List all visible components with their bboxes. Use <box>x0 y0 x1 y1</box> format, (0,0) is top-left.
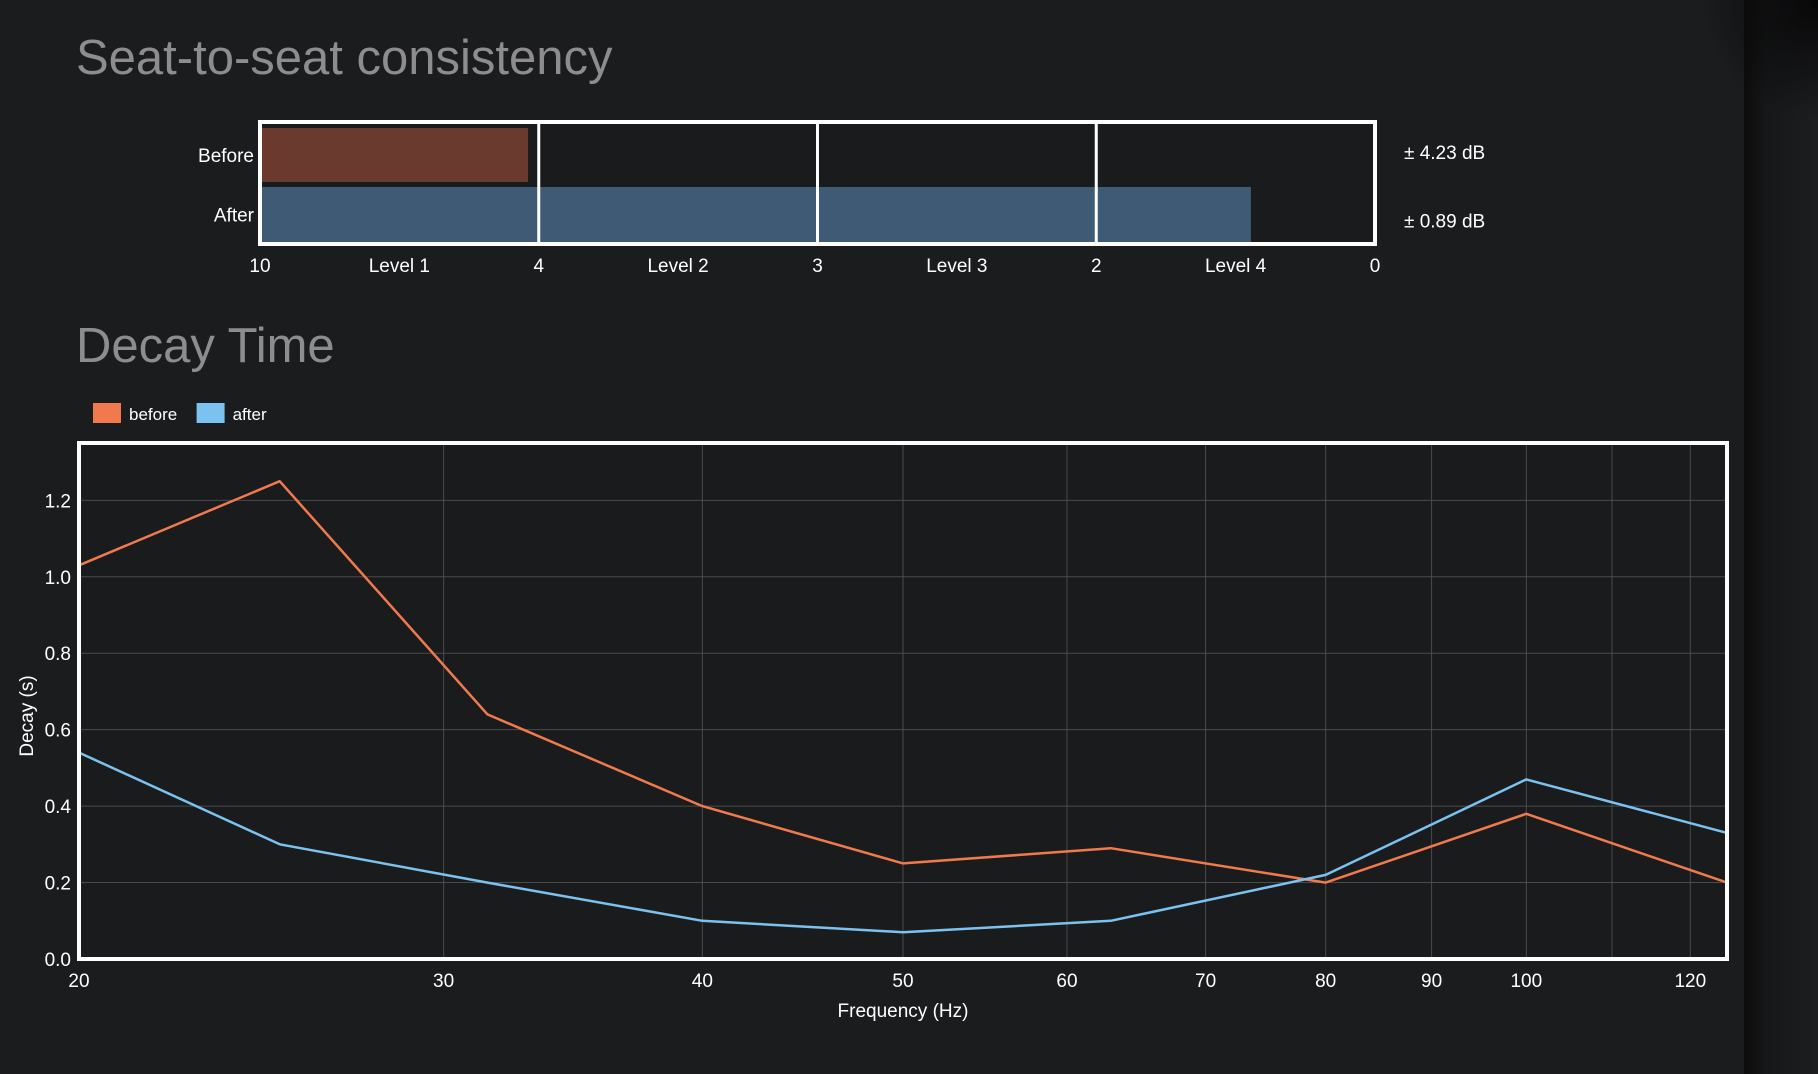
y-tick-label: 1.2 <box>45 491 71 512</box>
x-tick-label: 70 <box>1195 971 1216 992</box>
level-tick-label: 10 <box>249 256 270 277</box>
decay-chart: 0.0 0.2 0.4 0.6 0.8 1.0 1.2 20 30 40 50 60 70 80 90 100… <box>17 403 1729 1022</box>
y-tick-label: 0.0 <box>45 950 71 971</box>
x-tick-label: 80 <box>1315 971 1336 992</box>
level-tick-label: 4 <box>533 256 544 277</box>
legend-label-before: before <box>129 405 177 424</box>
y-tick-label: 0.2 <box>45 874 71 895</box>
consistency-chart: Before ± 4.23 dB After ± 0.89 dB 10 4 3 2 0 Level… <box>198 120 1485 277</box>
y-axis-title: Decay (s) <box>17 675 38 756</box>
legend-swatch-after <box>196 403 225 423</box>
decay-title: Decay Time <box>76 319 335 373</box>
y-tick-label: 0.8 <box>45 644 71 665</box>
panel-edge-shadow <box>1744 0 1818 1074</box>
x-tick-label: 30 <box>433 971 454 992</box>
category-label-after: After <box>214 206 255 227</box>
legend-label-after: after <box>233 405 267 424</box>
corner-shadow <box>1700 0 1818 120</box>
y-tick-label: 0.6 <box>45 721 71 742</box>
level-zone-label: Level 3 <box>926 256 987 277</box>
legend-swatch-before <box>93 403 121 423</box>
value-label-after: ± 0.89 dB <box>1404 212 1485 233</box>
level-zone-label: Level 1 <box>369 256 430 277</box>
x-tick-label: 90 <box>1421 971 1442 992</box>
consistency-title: Seat-to-seat consistency <box>76 31 613 85</box>
x-tick-label: 40 <box>692 971 713 992</box>
level-zone-label: Level 4 <box>1205 256 1267 277</box>
level-tick-label: 3 <box>812 256 823 277</box>
x-tick-label: 100 <box>1510 971 1542 992</box>
y-tick-label: 0.4 <box>45 797 72 818</box>
bar-before <box>262 128 529 182</box>
level-tick-label: 0 <box>1370 256 1381 277</box>
value-label-before: ± 4.23 dB <box>1404 143 1485 164</box>
level-tick-label: 2 <box>1091 256 1102 277</box>
consistency-plot-frame <box>258 120 1377 246</box>
x-axis-title: Frequency (Hz) <box>838 1001 969 1022</box>
x-tick-label: 50 <box>892 971 913 992</box>
y-tick-label: 1.0 <box>45 568 71 589</box>
bar-after <box>262 187 1251 242</box>
x-tick-label: 20 <box>68 971 89 992</box>
x-tick-label: 120 <box>1674 971 1706 992</box>
category-label-before: Before <box>198 146 254 167</box>
x-tick-label: 60 <box>1056 971 1077 992</box>
decay-plot-frame <box>77 441 1729 961</box>
level-zone-label: Level 2 <box>647 256 708 277</box>
